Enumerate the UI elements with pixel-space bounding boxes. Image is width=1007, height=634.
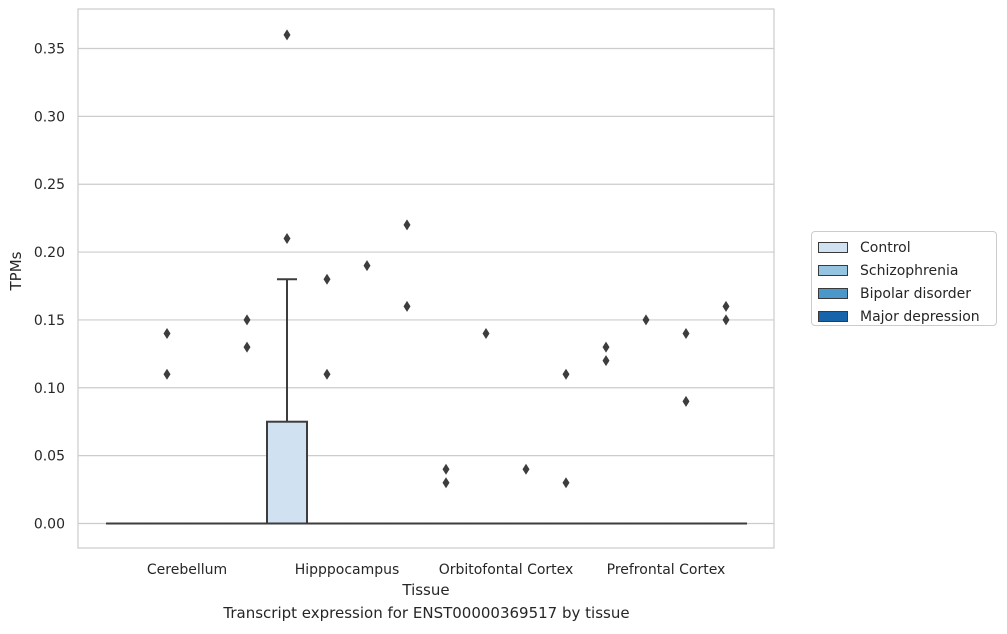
legend-item-major-depression: Major depression bbox=[818, 305, 996, 328]
x-axis-label: Tissue bbox=[401, 581, 449, 599]
y-tick-labels: 0.00 0.05 0.10 0.15 0.20 0.25 0.30 0.35 bbox=[34, 42, 65, 533]
outlier-point bbox=[442, 477, 450, 489]
legend: Control Schizophrenia Bipolar disorder M… bbox=[811, 231, 997, 326]
legend-swatch-major-depression bbox=[818, 311, 848, 322]
outlier-point bbox=[562, 477, 570, 489]
outlier-point bbox=[323, 273, 331, 285]
box-body bbox=[266, 420, 308, 525]
y-tick-label: 0.30 bbox=[34, 109, 65, 125]
legend-item-control: Control bbox=[818, 236, 996, 259]
x-tick-label: Orbitofontal Cortex bbox=[439, 562, 574, 578]
x-tick-label: Prefrontal Cortex bbox=[607, 562, 726, 578]
y-tick-label: 0.00 bbox=[34, 517, 65, 533]
legend-label-schizophrenia: Schizophrenia bbox=[860, 262, 959, 279]
outlier-point bbox=[682, 328, 690, 339]
y-tick-label: 0.15 bbox=[34, 313, 65, 329]
legend-label-control: Control bbox=[860, 239, 911, 256]
outlier-point bbox=[163, 368, 171, 380]
outlier-point bbox=[403, 300, 411, 312]
outlier-point bbox=[442, 463, 450, 475]
x-tick-label: Hipppocampus bbox=[295, 562, 400, 578]
gridlines bbox=[78, 47, 774, 525]
outlier-point bbox=[722, 300, 730, 312]
boxes bbox=[106, 278, 747, 525]
outlier-point bbox=[642, 314, 650, 326]
outlier-point bbox=[602, 355, 610, 367]
outlier-point bbox=[562, 368, 570, 380]
outliers bbox=[163, 29, 730, 489]
y-tick-label: 0.20 bbox=[34, 245, 65, 261]
outlier-point bbox=[243, 314, 251, 326]
box-control bbox=[266, 278, 308, 525]
outlier-point bbox=[722, 314, 730, 326]
y-axis-label: TPMs bbox=[7, 251, 25, 291]
plot-area-frame bbox=[77, 8, 775, 549]
x-tick-label: Cerebellum bbox=[147, 562, 227, 578]
legend-label-bipolar-disorder: Bipolar disorder bbox=[860, 285, 972, 302]
legend-label-major-depression: Major depression bbox=[860, 308, 980, 325]
chart-caption: Transcript expression for ENST0000036951… bbox=[223, 604, 630, 622]
y-tick-label: 0.25 bbox=[34, 177, 65, 193]
outlier-point bbox=[682, 395, 690, 407]
legend-item-bipolar-disorder: Bipolar disorder bbox=[818, 282, 996, 305]
outlier-point bbox=[283, 29, 291, 41]
legend-swatch-bipolar-disorder bbox=[818, 288, 848, 299]
outlier-point bbox=[482, 328, 490, 339]
outlier-point bbox=[602, 341, 610, 353]
outlier-point bbox=[403, 219, 411, 231]
x-tick-labels: Cerebellum Hipppocampus Orbitofontal Corte… bbox=[147, 562, 725, 578]
outlier-point bbox=[522, 463, 530, 475]
y-tick-label: 0.35 bbox=[34, 42, 65, 58]
outlier-point bbox=[323, 368, 331, 380]
y-tick-label: 0.05 bbox=[34, 449, 65, 465]
legend-swatch-schizophrenia bbox=[818, 265, 848, 276]
outlier-point bbox=[243, 341, 251, 353]
outlier-point bbox=[283, 233, 291, 244]
legend-item-schizophrenia: Schizophrenia bbox=[818, 259, 996, 282]
y-tick-label: 0.10 bbox=[34, 381, 65, 397]
outlier-point bbox=[163, 328, 171, 339]
outlier-point bbox=[363, 260, 371, 272]
legend-swatch-control bbox=[818, 242, 848, 253]
